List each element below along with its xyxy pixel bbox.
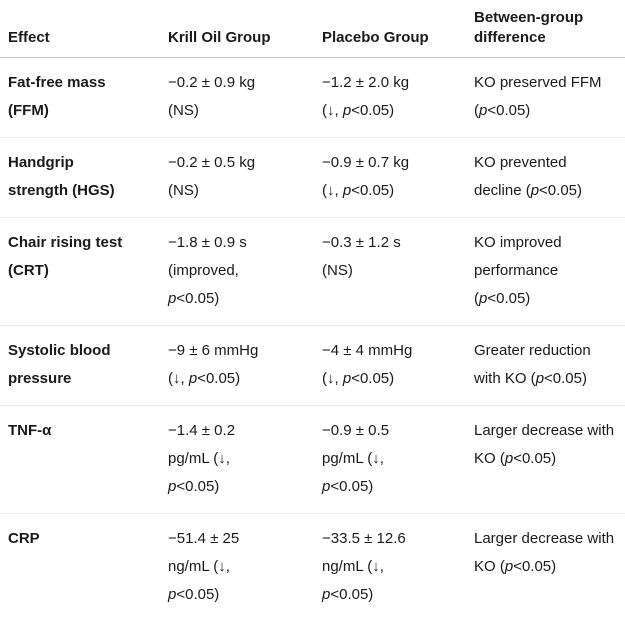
difference-cell: KO prevented decline (p<0.05) bbox=[466, 138, 625, 218]
difference-cell: Larger decrease with KO (p<0.05) bbox=[466, 406, 625, 514]
difference-cell: Larger decrease with KO (p<0.05) bbox=[466, 514, 625, 621]
placebo-cell: −0.9 ± 0.7 kg (↓, p<0.05) bbox=[314, 138, 466, 218]
column-header-krill-oil-group: Krill Oil Group bbox=[160, 0, 314, 58]
table-row: Systolic blood pressure−9 ± 6 mmHg (↓, p… bbox=[0, 326, 625, 406]
column-header-placebo-group: Placebo Group bbox=[314, 0, 466, 58]
krill-cell: −1.8 ± 0.9 s (improved, p<0.05) bbox=[160, 218, 314, 326]
table-row: Fat-free mass (FFM)−0.2 ± 0.9 kg (NS)−1.… bbox=[0, 58, 625, 138]
column-header-between-group-difference: Between-group difference bbox=[466, 0, 625, 58]
placebo-cell: −0.3 ± 1.2 s (NS) bbox=[314, 218, 466, 326]
table-row: TNF-α−1.4 ± 0.2 pg/mL (↓, p<0.05)−0.9 ± … bbox=[0, 406, 625, 514]
krill-cell: −0.2 ± 0.9 kg (NS) bbox=[160, 58, 314, 138]
placebo-cell: −0.9 ± 0.5 pg/mL (↓, p<0.05) bbox=[314, 406, 466, 514]
effect-cell: Fat-free mass (FFM) bbox=[0, 58, 160, 138]
header-row: Effect Krill Oil Group Placebo Group Bet… bbox=[0, 0, 625, 58]
effect-cell: CRP bbox=[0, 514, 160, 621]
table-row: CRP−51.4 ± 25 ng/mL (↓, p<0.05)−33.5 ± 1… bbox=[0, 514, 625, 621]
difference-cell: KO preserved FFM (p<0.05) bbox=[466, 58, 625, 138]
effect-cell: Handgrip strength (HGS) bbox=[0, 138, 160, 218]
difference-cell: KO improved performance (p<0.05) bbox=[466, 218, 625, 326]
results-table-body: Fat-free mass (FFM)−0.2 ± 0.9 kg (NS)−1.… bbox=[0, 58, 625, 621]
krill-cell: −9 ± 6 mmHg (↓, p<0.05) bbox=[160, 326, 314, 406]
effect-cell: Systolic blood pressure bbox=[0, 326, 160, 406]
krill-cell: −51.4 ± 25 ng/mL (↓, p<0.05) bbox=[160, 514, 314, 621]
difference-cell: Greater reduction with KO (p<0.05) bbox=[466, 326, 625, 406]
placebo-cell: −33.5 ± 12.6 ng/mL (↓, p<0.05) bbox=[314, 514, 466, 621]
column-header-effect: Effect bbox=[0, 0, 160, 58]
placebo-cell: −1.2 ± 2.0 kg (↓, p<0.05) bbox=[314, 58, 466, 138]
krill-cell: −0.2 ± 0.5 kg (NS) bbox=[160, 138, 314, 218]
table-row: Chair rising test (CRT)−1.8 ± 0.9 s (imp… bbox=[0, 218, 625, 326]
effect-cell: TNF-α bbox=[0, 406, 160, 514]
table-row: Handgrip strength (HGS)−0.2 ± 0.5 kg (NS… bbox=[0, 138, 625, 218]
effect-cell: Chair rising test (CRT) bbox=[0, 218, 160, 326]
placebo-cell: −4 ± 4 mmHg (↓, p<0.05) bbox=[314, 326, 466, 406]
krill-cell: −1.4 ± 0.2 pg/mL (↓, p<0.05) bbox=[160, 406, 314, 514]
